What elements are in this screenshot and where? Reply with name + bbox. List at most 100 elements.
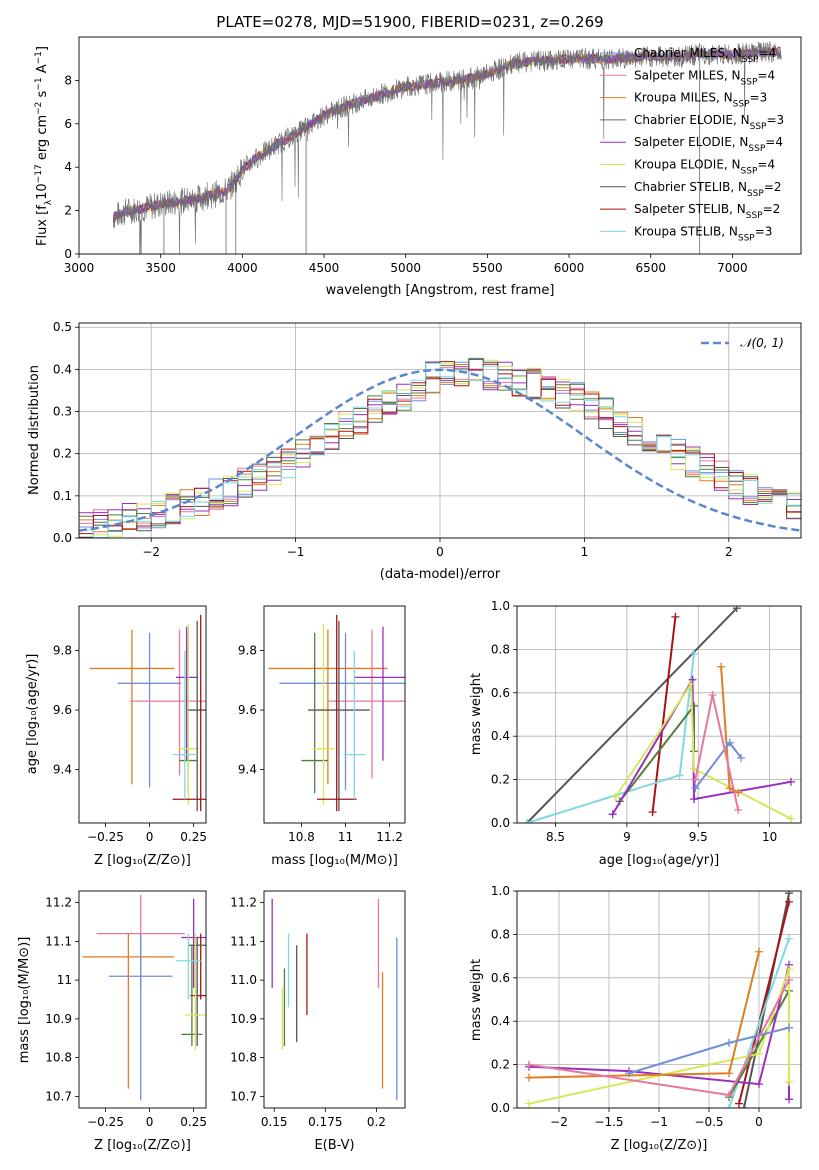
- plot-frame: [263, 890, 406, 1109]
- x-tick-label: 0: [436, 545, 444, 559]
- panel-mass_vs_Z: −0.25 0 0.25 10.7 10.8 10.9 11 11.1 11.2 Z [log₁₀…: [17, 890, 207, 1153]
- y-axis-label-part: 10: [35, 183, 50, 200]
- weight-marker: [717, 662, 726, 671]
- legend-sub: SSP: [747, 189, 764, 199]
- legend-label: Salpeter ELODIE, N: [634, 135, 748, 149]
- legend-label: Chabrier STELIB, N: [634, 180, 747, 194]
- panel-age_vs_Z: −0.25 0 0.25 9.4 9.6 9.8 Z [log₁₀(Z/Z⊙)] age [l…: [25, 605, 207, 868]
- weight-marker: [785, 1077, 793, 1086]
- panel-age_vs_mass: 10.8 11 11.2 9.4 9.6 9.8 mass [log₁₀(M/M⊙)]: [238, 605, 406, 868]
- legend-tail: =4: [759, 46, 777, 60]
- legend-sub: SSP: [750, 122, 767, 132]
- legend-sub: SSP: [746, 211, 763, 221]
- legend-entry: Salpeter STELIB, NSSP=2: [634, 202, 780, 221]
- y-tick-label: 0.4: [491, 729, 510, 743]
- plot-frame: [78, 322, 802, 539]
- x-tick-label: 3500: [145, 261, 176, 275]
- plot-frame: [78, 605, 207, 824]
- x-axis-label: Z [log₁₀(Z/Z⊙)]: [94, 853, 191, 868]
- legend-tail: =3: [755, 224, 773, 238]
- y-tick-label: 10.7: [230, 1089, 257, 1103]
- legend-sub: SSP: [738, 233, 755, 243]
- weight-marker: [785, 965, 793, 974]
- y-axis-label: mass weight: [469, 673, 484, 755]
- error-bars: [271, 898, 398, 1101]
- plot-frame: [78, 36, 802, 255]
- plot-frame: [263, 605, 406, 824]
- y-axis-label-part: λ: [44, 199, 54, 205]
- x-tick-label: 3000: [64, 261, 95, 275]
- panel-weight_vs_age: 8.5 9 9.5 10 0.0 0.2 0.4 0.6 0.8 1.0 age [log₁₀(ag…: [469, 599, 802, 868]
- y-tick-label: 11.0: [230, 973, 257, 987]
- x-tick-label: 0.2: [367, 1115, 386, 1129]
- y-tick-label: 11.2: [230, 896, 257, 910]
- x-tick-label: 0.15: [261, 1115, 288, 1129]
- x-tick-label: −1: [650, 1115, 668, 1129]
- x-tick-label: 7000: [717, 261, 748, 275]
- weight-marker: [755, 1049, 763, 1058]
- y-tick-label: 9.4: [238, 762, 257, 776]
- x-tick-label: 10.8: [288, 830, 315, 844]
- histograms: [79, 357, 801, 538]
- y-axis-label: mass [log₁₀(M/M⊙)]: [17, 937, 32, 1064]
- legend-label: Kroupa MILES, N: [634, 91, 733, 105]
- y-axis-label-part: −1: [34, 77, 44, 90]
- y-tick-label: 10.7: [45, 1089, 72, 1103]
- weight-marker: [734, 788, 743, 797]
- weight-series-line: [526, 607, 738, 823]
- y-tick-label: 10.8: [230, 1051, 257, 1065]
- weight-marker: [608, 810, 617, 819]
- x-tick-label: 0.25: [180, 830, 207, 844]
- y-axis-label-part: −1: [34, 51, 44, 64]
- weight-marker: [725, 1090, 733, 1099]
- weight-lines: [522, 606, 796, 823]
- x-tick-label: 10: [762, 830, 777, 844]
- x-tick-label: 6000: [554, 261, 585, 275]
- y-tick-label: 1.0: [491, 884, 510, 898]
- x-axis-label: age [log₁₀(age/yr)]: [599, 853, 720, 868]
- legend-entry: Kroupa MILES, NSSP=3: [634, 91, 767, 110]
- weight-series-line: [738, 901, 790, 1104]
- y-tick-label: 0.5: [53, 320, 72, 334]
- y-tick-label: 0.3: [53, 405, 72, 419]
- legend-tail: =3: [766, 113, 784, 127]
- weight-marker: [734, 805, 743, 814]
- weight-marker: [725, 738, 734, 747]
- weight-marker: [687, 680, 696, 689]
- weight-series-line: [651, 616, 677, 813]
- y-tick-label: 9.6: [53, 703, 72, 717]
- x-tick-label: 0.175: [308, 1115, 342, 1129]
- y-axis-label-part: −2: [34, 102, 44, 115]
- weight-marker: [725, 784, 734, 793]
- model-spectrum-line: [112, 46, 782, 222]
- legend-tail: =3: [750, 91, 768, 105]
- y-tick-label: 8: [64, 73, 72, 87]
- legend-entry: Kroupa ELODIE, NSSP=4: [634, 158, 775, 177]
- y-tick-label: 0.4: [491, 1014, 510, 1028]
- weight-marker: [525, 1073, 533, 1082]
- legend-label: Chabrier MILES, N: [634, 46, 742, 60]
- weight-marker: [625, 1069, 633, 1078]
- legend-sub: SSP: [748, 144, 765, 154]
- x-tick-label: 5500: [472, 261, 503, 275]
- legend-label: Kroupa ELODIE, N: [634, 158, 741, 172]
- x-tick-label: −0.25: [87, 1115, 124, 1129]
- legend-label: Salpeter STELIB, N: [634, 202, 746, 216]
- y-axis-label: Normed distribution: [27, 365, 42, 495]
- y-tick-label: 0: [64, 247, 72, 261]
- y-tick-label: 0.6: [491, 971, 510, 985]
- legend-entry: Chabrier STELIB, NSSP=2: [634, 180, 782, 199]
- weight-marker: [732, 606, 741, 613]
- weight-marker: [689, 795, 698, 804]
- x-axis-label: Z [log₁₀(Z/Z⊙)]: [94, 1138, 191, 1153]
- x-tick-label: 9: [623, 830, 631, 844]
- y-tick-label: 10.9: [230, 1012, 257, 1026]
- y-tick-label: 0.6: [491, 686, 510, 700]
- legend-entry: Chabrier ELODIE, NSSP=3: [634, 113, 784, 132]
- weight-series-line: [614, 680, 792, 820]
- y-axis-label: mass weight: [469, 959, 484, 1041]
- weight-marker: [648, 808, 657, 817]
- weight-marker: [708, 690, 717, 699]
- y-tick-label: 0.2: [53, 447, 72, 461]
- y-tick-label: 0.8: [491, 927, 510, 941]
